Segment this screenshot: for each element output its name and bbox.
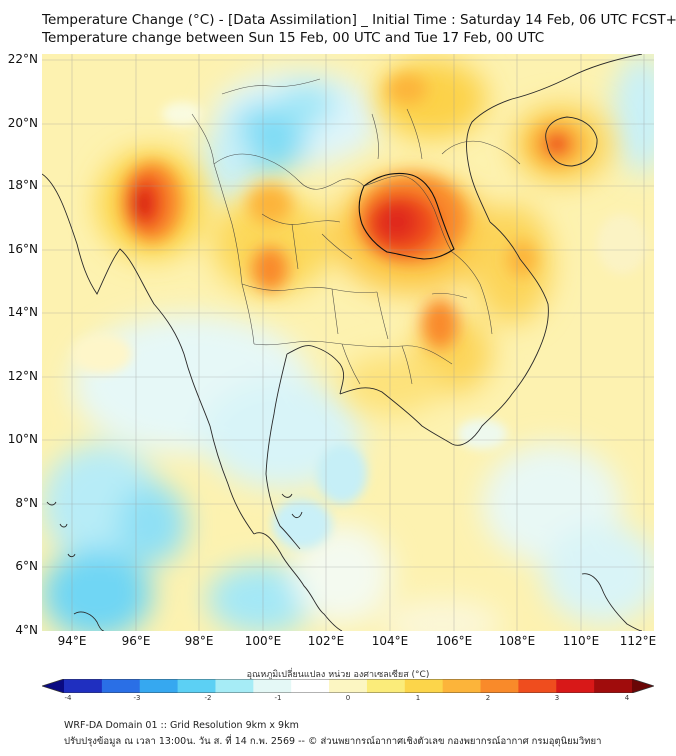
footer-credit: ปรับปรุงข้อมูล ณ เวลา 13:00น. วัน ส. ที่… — [64, 736, 602, 747]
lat-label-14n: 14°N — [7, 305, 38, 319]
lon-label-106e: 106°E — [435, 634, 473, 648]
lon-label-112e: 112°E — [619, 634, 657, 648]
colorbar-tick-1: 1 — [415, 694, 421, 702]
lat-label-10n: 10°N — [7, 432, 38, 446]
colorbar-tick-minus2: -2 — [204, 694, 212, 702]
lat-label-12n: 12°N — [7, 369, 38, 383]
colorbar-tick-minus1: -1 — [274, 694, 282, 702]
colorbar-tick-0: 0 — [345, 694, 351, 702]
colorbar-segment — [518, 679, 557, 693]
colorbar-min-arrow — [42, 679, 64, 693]
colorbar-segment — [64, 679, 103, 693]
colorbar-max-arrow — [632, 679, 654, 693]
lon-label-104e: 104°E — [371, 634, 409, 648]
graticule — [42, 54, 654, 631]
colorbar — [42, 679, 654, 693]
lat-label-16n: 16°N — [7, 242, 38, 256]
colorbar-tick-4: 4 — [624, 694, 630, 702]
colorbar-segment — [556, 679, 595, 693]
lat-label-22n: 22°N — [7, 52, 38, 66]
colorbar-label: อุณหภูมิเปลี่ยนแปลง หน่วย องศาเซลเซียส (… — [246, 670, 430, 680]
lat-label-20n: 20°N — [7, 116, 38, 130]
colorbar-segment — [329, 679, 368, 693]
colorbar-segment — [253, 679, 292, 693]
colorbar-segment — [404, 679, 444, 693]
colorbar-segment — [291, 679, 330, 693]
lon-label-94e: 94°E — [57, 634, 87, 648]
colorbar-segment — [101, 679, 141, 693]
coastlines — [42, 54, 643, 631]
lon-label-102e: 102°E — [307, 634, 345, 648]
colorbar-segment — [594, 679, 633, 693]
colorbar-segment — [480, 679, 519, 693]
colorbar-segment — [366, 679, 406, 693]
lao-border-highlight — [358, 172, 455, 260]
lat-label-18n: 18°N — [7, 178, 38, 192]
colorbar-segment — [139, 679, 179, 693]
colorbar-tick-2: 2 — [485, 694, 491, 702]
hot-spots — [122, 74, 585, 349]
colorbar-segment — [215, 679, 254, 693]
temperature-change-map — [42, 54, 654, 631]
colorbar-tick-3: 3 — [554, 694, 560, 702]
lon-label-108e: 108°E — [498, 634, 536, 648]
lon-label-98e: 98°E — [184, 634, 214, 648]
chart-title: Temperature Change (°C) - [Data Assimila… — [42, 12, 676, 28]
lat-label-8n: 8°N — [15, 496, 38, 510]
colorbar-segment — [177, 679, 217, 693]
colorbar-tick-minus3: -3 — [133, 694, 141, 702]
minor-patches — [72, 102, 647, 549]
lon-label-96e: 96°E — [121, 634, 151, 648]
chart-subtitle: Temperature change between Sun 15 Feb, 0… — [42, 30, 545, 46]
map-canvas — [42, 54, 654, 631]
lon-label-100e: 100°E — [244, 634, 282, 648]
colorbar-segment — [442, 679, 482, 693]
admin-borders — [191, 78, 521, 385]
lat-label-6n: 6°N — [15, 559, 38, 573]
footer-model-info: WRF-DA Domain 01 :: Grid Resolution 9km … — [64, 720, 299, 731]
lat-label-4n: 4°N — [15, 623, 38, 637]
colorbar-tick-minus4: -4 — [64, 694, 72, 702]
lon-label-110e: 110°E — [562, 634, 600, 648]
